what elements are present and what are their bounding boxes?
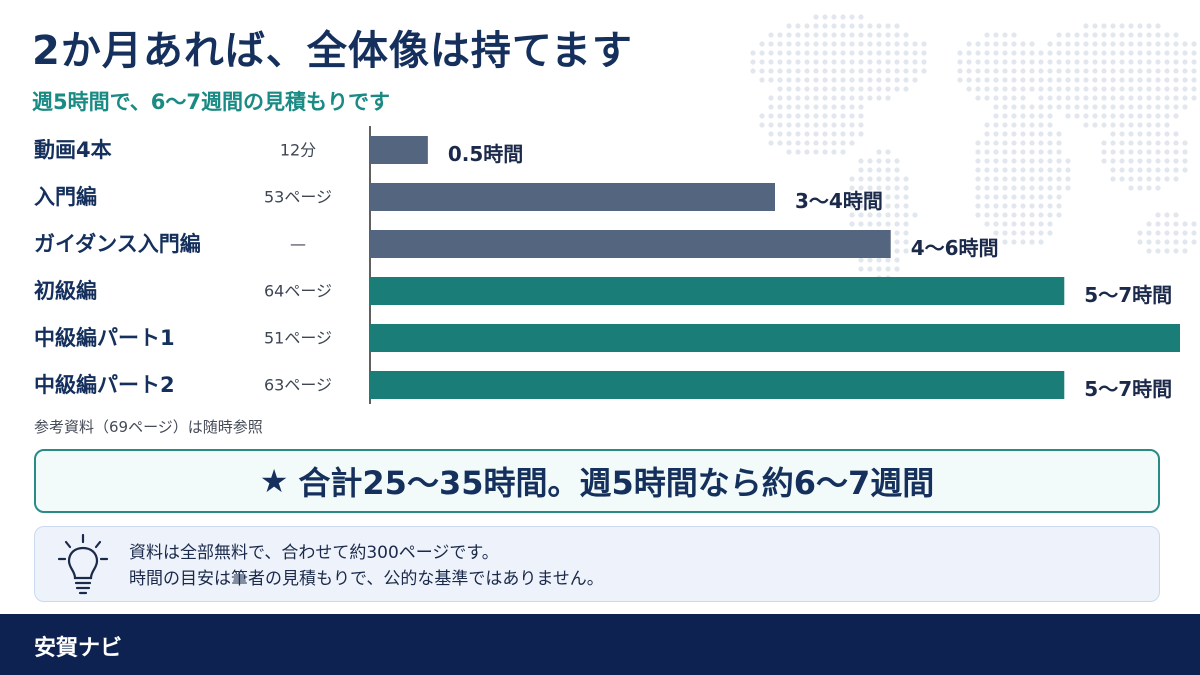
lightbulb-icon <box>57 533 109 595</box>
page-title: 2か月あれば、全体像は持てます <box>32 28 633 74</box>
bar <box>370 230 891 258</box>
total-summary-text: 合計25〜35時間。週5時間なら約6〜7週間 <box>298 464 935 502</box>
category-label: 中級編パート2 <box>34 373 175 397</box>
value-label: 3〜4時間 <box>795 189 883 213</box>
value-label: 5〜7時間 <box>1084 283 1172 307</box>
category-detail: — <box>290 235 306 254</box>
bar <box>370 183 775 211</box>
category-label: 初級編 <box>34 279 97 303</box>
footnote: 参考資料（69ページ）は随時参照 <box>34 418 263 436</box>
category-detail: 53ページ <box>264 188 332 207</box>
category-detail: 63ページ <box>264 376 332 395</box>
brand-name: 安賀ナビ <box>34 636 123 661</box>
value-label: 4〜6時間 <box>911 236 999 260</box>
note-line-1: 資料は全部無料で、合わせて約300ページです。 <box>129 543 499 563</box>
category-label: 中級編パート1 <box>34 326 175 350</box>
bar <box>370 136 428 164</box>
bar <box>370 324 1180 352</box>
value-label: 5〜7時間 <box>1084 377 1172 401</box>
value-label: 0.5時間 <box>448 142 523 166</box>
category-label: 動画4本 <box>34 138 112 162</box>
page-subtitle: 週5時間で、6〜7週間の見積もりです <box>32 90 390 114</box>
category-label: ガイダンス入門編 <box>34 232 201 256</box>
category-detail: 51ページ <box>264 329 332 348</box>
category-detail: 64ページ <box>264 282 332 301</box>
bar <box>370 371 1065 399</box>
bar <box>370 277 1065 305</box>
total-summary-box: ★ 合計25〜35時間。週5時間なら約6〜7週間 <box>34 449 1160 513</box>
note-line-2: 時間の目安は筆者の見積もりで、公的な基準ではありません。 <box>129 569 604 589</box>
star-icon: ★ <box>259 462 289 500</box>
notes-box: 資料は全部無料で、合わせて約300ページです。 時間の目安は筆者の見積もりで、公… <box>34 526 1160 602</box>
category-label: 入門編 <box>34 185 97 209</box>
category-detail: 12分 <box>280 141 316 160</box>
footer-bar: 安賀ナビ <box>0 614 1200 675</box>
